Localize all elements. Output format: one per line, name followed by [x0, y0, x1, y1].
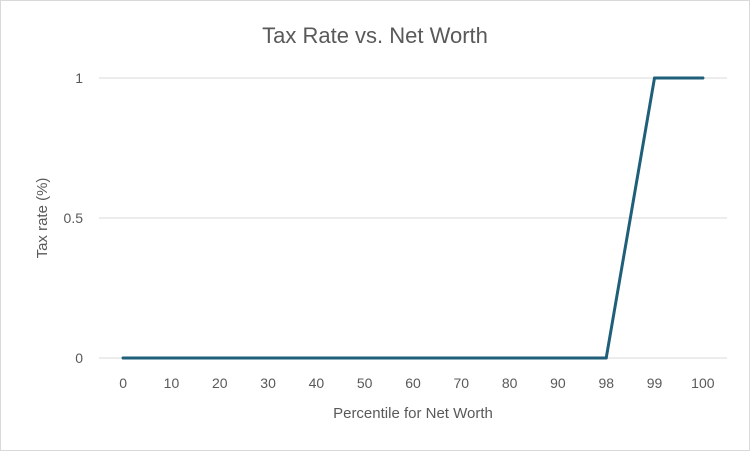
y-tick-label: 0.5: [64, 210, 84, 226]
data-point: [653, 76, 657, 80]
y-tick-label: 1: [75, 70, 83, 86]
x-tick-label: 70: [454, 375, 470, 391]
data-point: [459, 356, 463, 360]
x-tick-label: 40: [309, 375, 325, 391]
x-tick-label: 60: [405, 375, 421, 391]
chart-title: Tax Rate vs. Net Worth: [262, 23, 488, 48]
x-tick-label: 30: [260, 375, 276, 391]
data-point: [411, 356, 415, 360]
x-tick-label: 99: [647, 375, 663, 391]
data-point: [604, 356, 608, 360]
y-axis-label: Tax rate (%): [34, 178, 51, 259]
y-tick-label: 0: [75, 350, 83, 366]
x-tick-label: 20: [212, 375, 228, 391]
y-tick-labels: 00.51: [64, 70, 84, 366]
data-point: [556, 356, 560, 360]
data-point: [508, 356, 512, 360]
data-point: [701, 76, 705, 80]
data-point: [121, 356, 125, 360]
data-point: [266, 356, 270, 360]
x-tick-label: 10: [164, 375, 180, 391]
x-tick-label: 80: [502, 375, 518, 391]
x-axis-label: Percentile for Net Worth: [333, 405, 493, 422]
x-tick-labels: 0 10 20 30 40 50 60 70 80 90 98 99 100: [119, 375, 714, 391]
data-point: [363, 356, 367, 360]
x-tick-label: 50: [357, 375, 373, 391]
x-tick-label: 98: [598, 375, 614, 391]
data-point: [314, 356, 318, 360]
data-point: [169, 356, 173, 360]
x-tick-label: 90: [550, 375, 566, 391]
series-layer: [121, 76, 705, 360]
gridlines: [99, 77, 727, 359]
x-tick-label: 0: [119, 375, 127, 391]
x-tick-label: 100: [691, 375, 715, 391]
data-point: [218, 356, 222, 360]
